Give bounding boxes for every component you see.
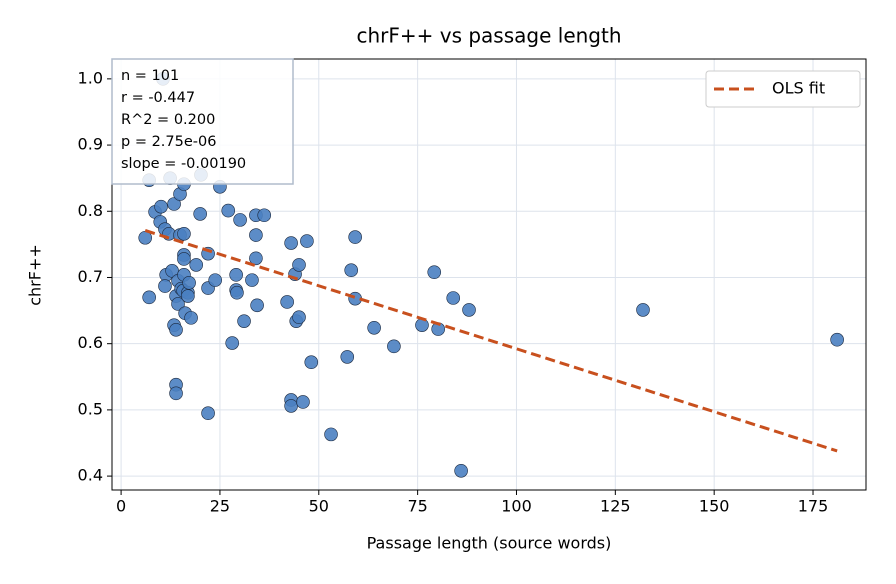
- point: [387, 339, 401, 354]
- stats-line: R^2 = 0.200: [121, 112, 215, 128]
- point: [324, 427, 338, 442]
- point: [181, 289, 195, 303]
- stats-line: r = -0.447: [121, 90, 195, 106]
- point: [142, 290, 156, 305]
- point: [284, 236, 298, 250]
- point: [193, 207, 207, 221]
- x-tick-label: 125: [600, 497, 631, 516]
- point: [249, 251, 263, 266]
- point: [169, 386, 183, 401]
- y-tick-label: 0.5: [78, 399, 103, 418]
- stats-box: [111, 58, 294, 185]
- x-tick-label: 75: [407, 497, 427, 516]
- point: [300, 234, 314, 248]
- point: [154, 199, 168, 214]
- point: [292, 310, 306, 325]
- point: [201, 406, 215, 421]
- chart-title: chrF++ vs passage length: [356, 24, 621, 48]
- point: [415, 318, 429, 332]
- point: [292, 258, 306, 272]
- point: [225, 336, 239, 350]
- point: [250, 298, 264, 313]
- y-tick-label: 0.8: [78, 201, 103, 220]
- y-axis-label: chrF++: [26, 244, 45, 306]
- point: [230, 285, 244, 300]
- point: [830, 332, 844, 347]
- x-tick-label: 25: [210, 497, 230, 516]
- point: [171, 297, 185, 311]
- legend-label: OLS fit: [772, 79, 825, 98]
- x-tick-label: 150: [699, 497, 730, 516]
- point: [446, 291, 461, 305]
- y-tick-label: 0.4: [78, 466, 103, 485]
- point: [462, 303, 476, 317]
- y-tick-label: 0.6: [78, 333, 103, 352]
- y-tick-label: 0.7: [78, 267, 103, 286]
- fit-line: [144, 229, 838, 453]
- x-tick-label: 50: [309, 497, 329, 516]
- y-tick-label: 0.9: [78, 135, 103, 154]
- point: [237, 314, 251, 328]
- point: [348, 230, 362, 244]
- point: [177, 226, 191, 241]
- point: [427, 265, 442, 279]
- point: [367, 320, 381, 335]
- point: [284, 399, 298, 413]
- point: [169, 322, 183, 337]
- point: [229, 268, 243, 282]
- plot-frame: [111, 58, 867, 491]
- y-tick-label: 1.0: [78, 68, 103, 87]
- point: [182, 275, 196, 290]
- x-tick-label: 100: [501, 497, 532, 516]
- x-tick-label: 0: [116, 497, 126, 516]
- stats-line: slope = -0.00190: [121, 156, 246, 172]
- point: [177, 252, 191, 266]
- point: [233, 213, 247, 227]
- point: [158, 279, 172, 293]
- point: [167, 197, 181, 211]
- point: [454, 464, 468, 478]
- x-axis-label: Passage length (source words): [367, 534, 612, 553]
- point: [208, 273, 222, 287]
- x-tick-label: 175: [798, 497, 829, 516]
- point: [257, 208, 272, 223]
- point: [249, 228, 263, 242]
- point: [184, 311, 198, 325]
- point: [304, 355, 319, 370]
- stats-line: n = 101: [121, 68, 179, 84]
- legend-box: [705, 70, 861, 108]
- point: [189, 258, 204, 272]
- point: [340, 350, 355, 364]
- point: [280, 295, 294, 309]
- point: [344, 263, 359, 277]
- stats-line: p = 2.75e-06: [121, 134, 216, 150]
- point: [245, 273, 259, 287]
- point: [296, 395, 310, 409]
- point: [636, 303, 650, 317]
- point: [221, 203, 236, 218]
